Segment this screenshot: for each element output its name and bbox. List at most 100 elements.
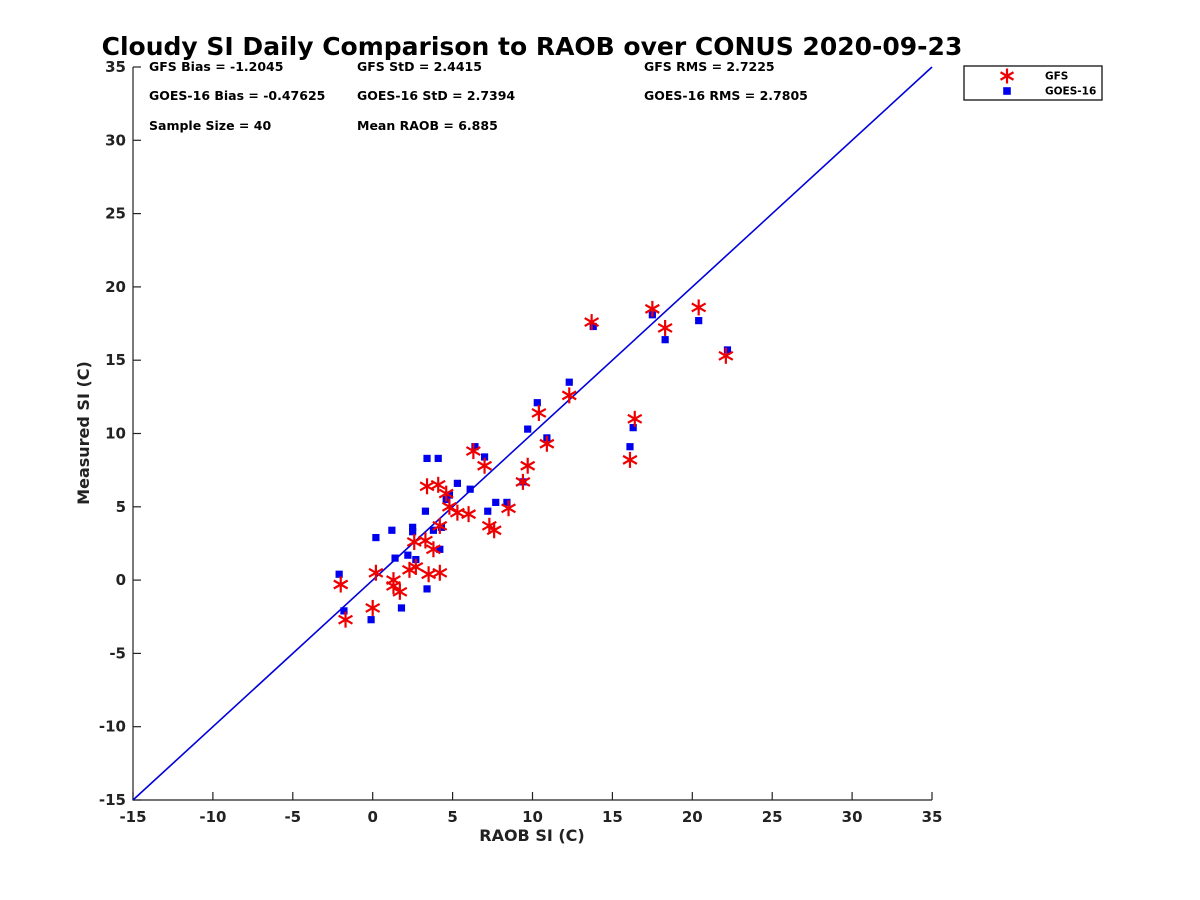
gfs-point	[430, 476, 446, 493]
gfs-point	[408, 558, 424, 575]
stat-annotation: GOES-16 RMS = 2.7805	[644, 88, 808, 103]
gfs-point	[465, 443, 481, 460]
gfs-point	[691, 299, 707, 316]
gfs-point	[561, 387, 577, 404]
goes16-point	[404, 551, 412, 559]
x-tick-label: 15	[602, 808, 623, 826]
gfs-point	[501, 500, 517, 517]
gfs-point	[657, 319, 673, 336]
legend-marker-gfs	[999, 68, 1015, 84]
x-tick-label: 10	[522, 808, 543, 826]
goes16-point	[421, 507, 430, 515]
goes16-point	[661, 336, 669, 344]
x-tick-label: 20	[682, 808, 703, 826]
stat-annotation: GOES-16 Bias = -0.47625	[149, 88, 325, 103]
gfs-point	[333, 576, 349, 593]
stat-annotation: Mean RAOB = 6.885	[357, 118, 498, 133]
goes16-point	[397, 604, 406, 612]
gfs-point	[365, 599, 381, 616]
legend: GFS GOES-16	[963, 65, 1103, 101]
goes16-point	[723, 346, 732, 354]
gfs-point	[392, 583, 408, 600]
x-tick-label: 5	[447, 808, 457, 826]
gfs-point	[718, 347, 734, 364]
gfs-point	[486, 522, 502, 539]
goes16-point	[372, 533, 380, 542]
goes16-point	[423, 454, 431, 463]
gfs-point	[461, 506, 477, 523]
y-tick-label: 0	[116, 571, 126, 589]
goes16-point	[388, 526, 396, 534]
reference-line-group	[132, 66, 933, 801]
y-tick-label: 20	[105, 278, 126, 296]
goes16-point	[409, 523, 417, 531]
y-tick-label: -15	[99, 791, 126, 809]
y-tick-label: 10	[105, 425, 126, 443]
goes16-point	[434, 454, 442, 463]
gfs-point	[417, 532, 433, 549]
series-goes-16	[335, 311, 732, 624]
one-to-one-line	[132, 66, 933, 801]
y-tick-label: 35	[105, 58, 126, 76]
goes16-point	[471, 443, 479, 451]
goes16-point	[480, 453, 489, 461]
chart-title: Cloudy SI Daily Comparison to RAOB over …	[102, 32, 963, 61]
y-tick-label: 30	[105, 131, 126, 149]
goes16-point	[524, 425, 532, 433]
goes16-point	[503, 498, 511, 507]
legend-box	[963, 65, 1103, 101]
legend-label: GFS	[1045, 71, 1068, 83]
gfs-point	[368, 564, 384, 581]
y-tick-label: 5	[116, 498, 126, 516]
gfs-point	[385, 577, 401, 594]
stat-annotation: GOES-16 StD = 2.7394	[357, 88, 515, 103]
goes16-point	[484, 507, 492, 515]
goes16-point	[492, 498, 500, 507]
gfs-point	[432, 517, 448, 534]
x-tick-label: -15	[119, 808, 146, 826]
gfs-point	[539, 435, 555, 452]
gfs-point	[520, 457, 536, 474]
y-tick-label: 25	[105, 205, 126, 223]
gfs-point	[425, 541, 441, 558]
x-tick-label: -5	[284, 808, 301, 826]
y-tick-label: -5	[109, 644, 126, 662]
goes16-point	[367, 616, 375, 624]
goes16-point	[391, 554, 399, 562]
gfs-point	[438, 485, 454, 502]
stat-annotation: GFS StD = 2.4415	[357, 59, 482, 74]
stat-annotation: GFS RMS = 2.7225	[644, 59, 775, 74]
goes16-point	[466, 485, 474, 493]
series-gfs	[333, 299, 734, 628]
goes16-point	[409, 528, 417, 536]
gfs-point	[515, 473, 531, 490]
x-tick-label: 30	[842, 808, 863, 826]
statistics-annotations: GFS Bias = -1.2045 GFS StD = 2.4415 GFS RM…	[149, 59, 808, 133]
legend-label: GOES-16	[1045, 86, 1096, 98]
goes16-point	[626, 443, 634, 451]
goes16-point	[335, 570, 343, 578]
goes16-point	[533, 399, 541, 407]
legend-marker-goes16	[1003, 87, 1011, 95]
goes16-point	[589, 322, 597, 331]
goes16-point	[423, 585, 431, 593]
goes16-point	[453, 479, 461, 487]
x-tick-label: 25	[762, 808, 783, 826]
goes16-point	[565, 378, 573, 386]
goes16-point	[436, 545, 444, 553]
axes: -15 -10 -5 0 5 10 15 20 25 30 35 -15 -10 -5 0 5 10 15 20 25…	[99, 58, 943, 826]
y-tick-label: -10	[99, 718, 126, 736]
gfs-point	[644, 300, 660, 317]
x-tick-label: 0	[367, 808, 377, 826]
gfs-point	[622, 451, 638, 468]
x-tick-label: -10	[199, 808, 226, 826]
data-marks	[333, 299, 734, 628]
gfs-point	[338, 611, 354, 628]
x-tick-label: 35	[922, 808, 943, 826]
stat-annotation: GFS Bias = -1.2045	[149, 59, 283, 74]
gfs-point	[531, 404, 547, 421]
goes16-point	[340, 607, 348, 615]
y-tick-label: 15	[105, 351, 126, 369]
